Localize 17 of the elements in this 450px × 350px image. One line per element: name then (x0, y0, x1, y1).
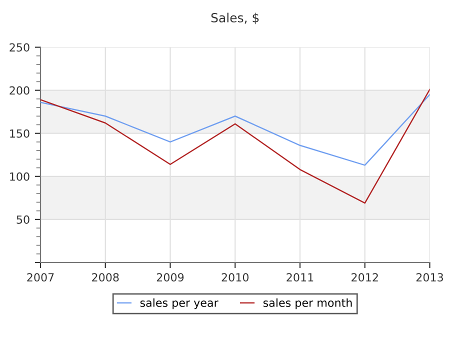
y-tick-label: 150 (10, 129, 30, 138)
y-tick-label: 100 (10, 172, 30, 181)
line-series (40, 88, 430, 204)
chart-title: Sales, $ (211, 12, 259, 24)
legend-label: sales per month (263, 298, 352, 310)
x-tick-label: 2012 (352, 273, 378, 282)
legend-label: sales per year (140, 298, 218, 310)
x-tick-label: 2009 (156, 273, 184, 282)
y-tick-label: 200 (10, 86, 30, 95)
y-tick-label: 50 (16, 215, 30, 224)
x-tick-label: 2010 (222, 273, 249, 282)
x-tick-label: 2007 (27, 273, 54, 282)
x-tick-label: 2013 (416, 273, 443, 282)
x-tick-label: 2008 (92, 273, 119, 282)
line-series (40, 94, 430, 166)
x-tick-label: 2011 (286, 273, 314, 282)
y-tick-label: 250 (10, 43, 30, 52)
